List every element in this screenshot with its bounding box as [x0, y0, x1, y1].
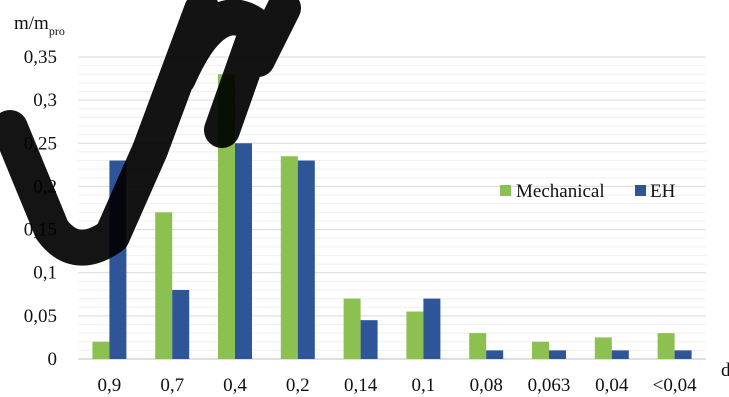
bar-mechanical-4: [343, 298, 361, 359]
bar-eh-4: [360, 320, 378, 359]
bar-mechanical-7: [532, 341, 549, 359]
y-tick-label: 0,1: [33, 263, 57, 284]
x-tick-label: 0,1: [412, 375, 436, 396]
bar-eh-3: [297, 160, 315, 359]
y-tick-label: 0,3: [33, 90, 57, 111]
x-tick-label: <0,04: [653, 375, 697, 396]
y-tick-label: 0,35: [24, 47, 57, 68]
bar-eh-9: [674, 350, 692, 359]
bar-mechanical-9: [657, 333, 675, 359]
legend-label-eh: EH: [650, 181, 676, 202]
legend: Mechanical EH: [500, 181, 676, 202]
bar-eh-8: [611, 350, 629, 359]
x-tick-labels: 0,9 0,7 0,4 0,2 0,14 0,1 0,08 0,063 0,04 <0,04: [98, 375, 698, 396]
watermark: [0, 0, 301, 266]
x-tick-label: 0,04: [595, 375, 629, 396]
bar-eh-5: [423, 298, 441, 359]
bar-mechanical-3: [280, 156, 298, 359]
x-tick-label: 0,14: [344, 375, 378, 396]
watermark-letter-u: [0, 110, 168, 266]
x-tick-label: 0,7: [160, 375, 184, 396]
y-tick-label: 0: [48, 349, 58, 370]
bar-mechanical-0: [92, 341, 110, 359]
y-axis-label-sub: pro: [49, 24, 65, 38]
x-axis-label: d: [721, 360, 729, 381]
x-tick-label: 0,9: [98, 375, 122, 396]
y-axis-label-main: m/m: [14, 13, 49, 34]
watermark-letter-i: [241, 0, 301, 77]
x-tick-label: 0,2: [286, 375, 310, 396]
bars: [92, 74, 692, 359]
legend-swatch-eh: [635, 185, 646, 196]
bar-eh-7: [549, 350, 566, 359]
bar-eh-1: [172, 289, 190, 359]
bar-mechanical-8: [594, 337, 612, 359]
bar-eh-6: [486, 350, 504, 359]
bar-mechanical-5: [406, 311, 424, 359]
x-tick-label: 0,063: [528, 375, 571, 396]
bar-eh-2: [235, 143, 252, 359]
watermark-letter-n: [132, 0, 276, 168]
x-tick-label: 0,08: [470, 375, 503, 396]
bar-mechanical-6: [469, 333, 487, 359]
legend-label-mechanical: Mechanical: [516, 181, 605, 202]
y-tick-label: 0,05: [24, 306, 57, 327]
y-axis-label: m/mpro: [14, 13, 65, 38]
x-tick-label: 0,4: [223, 375, 247, 396]
legend-swatch-mechanical: [500, 185, 511, 196]
bar-mechanical-1: [155, 212, 173, 359]
